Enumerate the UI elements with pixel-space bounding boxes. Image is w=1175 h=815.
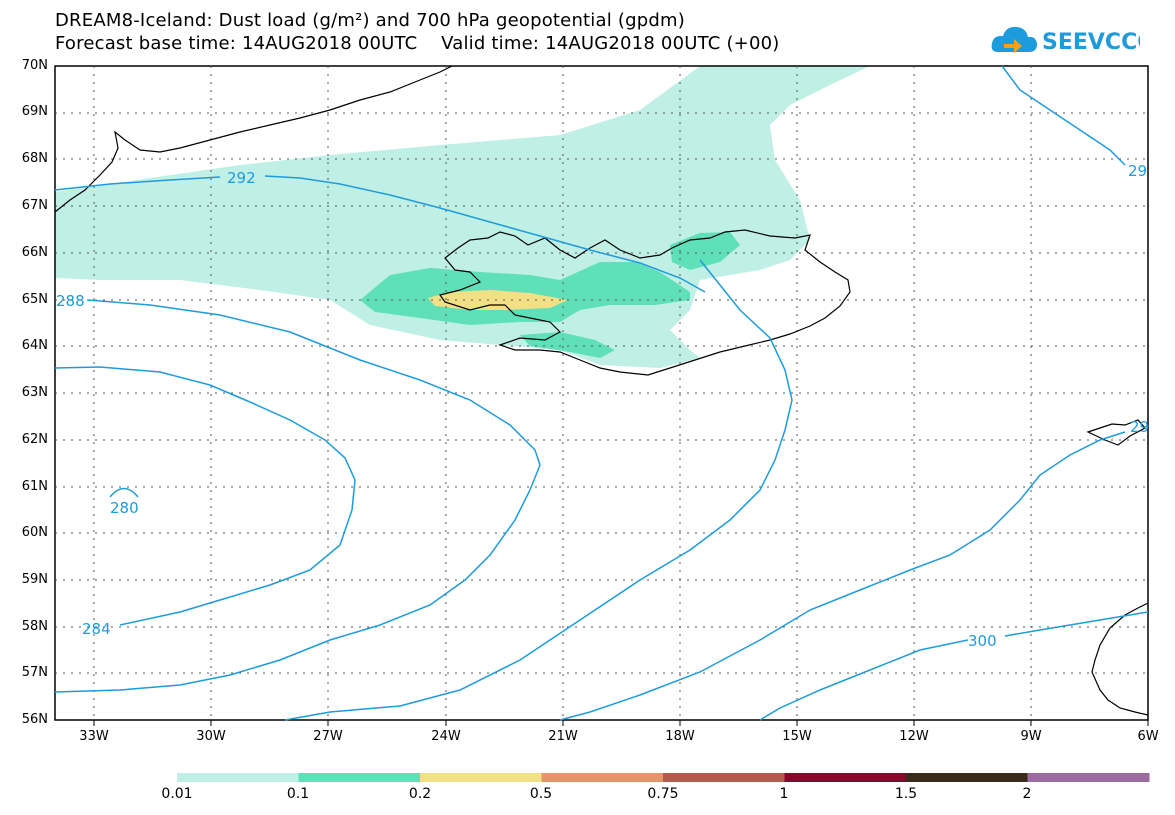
lat-label: 63N (21, 385, 48, 400)
colorbar-swatch (541, 773, 664, 782)
lat-label: 62N (21, 432, 48, 447)
colorbar-label: 0.2 (408, 786, 432, 802)
lon-label: 30W (196, 729, 226, 744)
lon-label: 18W (665, 729, 695, 744)
lon-label: 21W (548, 729, 578, 744)
colorbar-swatch (663, 773, 785, 782)
contour-label-288: 288 (56, 292, 85, 310)
contour-top-right (1001, 65, 1126, 166)
lat-label: 70N (21, 58, 48, 73)
contour-labels: 292 288 284 280 300 29 29 (56, 162, 1149, 650)
contour-292 (54, 175, 706, 293)
map-title-line-2: Forecast base time: 14AUG2018 00UTC Vali… (55, 33, 780, 54)
colorbar-label: 0.5 (529, 786, 553, 802)
coastlines (54, 65, 1149, 716)
contour-label-300: 300 (968, 632, 997, 650)
lon-label: 9W (1020, 729, 1042, 744)
lat-label: 66N (21, 245, 48, 260)
cloud-logo-icon: SEEVCCC (991, 26, 1153, 55)
iceland-coastline (438, 229, 851, 376)
colorbar-swatch (784, 773, 907, 782)
lat-label: 60N (21, 525, 48, 540)
colorbar-swatch (906, 773, 1028, 782)
colorbar-label: 0.75 (647, 786, 679, 802)
lon-label: 15W (782, 729, 812, 744)
svg-text:SEEVCCC: SEEVCCC (1042, 30, 1140, 55)
contour-label-292: 292 (227, 169, 256, 187)
colorbar-swatch (1027, 773, 1150, 782)
colorbar-swatch (177, 773, 299, 782)
dust-load-shading (55, 66, 870, 368)
lat-label: 56N (21, 712, 48, 727)
lon-label: 24W (431, 729, 461, 744)
map-title-line-1: DREAM8-Iceland: Dust load (g/m²) and 700… (55, 10, 685, 31)
dust-region-high (428, 290, 568, 310)
seevccc-logo: SEEVCCC (990, 18, 1153, 60)
colorbar-swatch (298, 773, 421, 782)
colorbar-swatch (420, 773, 542, 782)
lat-label: 67N (21, 198, 48, 213)
graticule (55, 66, 1148, 720)
contour-label-284: 284 (82, 620, 111, 638)
colorbar (177, 773, 1150, 782)
greenland-coastline (54, 65, 453, 213)
colorbar-label: 1.5 (894, 786, 918, 802)
contour-label-29-right: 29 (1130, 418, 1149, 436)
contour-284 (54, 366, 356, 626)
contour-label-29-top: 29 (1128, 162, 1147, 180)
axis-ticks (93, 720, 1149, 726)
faroe-coastline (1086, 419, 1146, 446)
contour-304 (759, 611, 1149, 721)
lat-label: 68N (21, 151, 48, 166)
contour-296 (284, 259, 793, 721)
lat-label: 58N (21, 619, 48, 634)
lat-label: 69N (21, 104, 48, 119)
colorbar-label: 2 (1022, 786, 1032, 802)
colorbar-label: 0.01 (161, 786, 193, 802)
colorbar-label: 0.1 (286, 786, 310, 802)
contour-288 (54, 299, 541, 693)
lat-label: 64N (21, 338, 48, 353)
lat-label: 61N (21, 479, 48, 494)
lat-label: 65N (21, 292, 48, 307)
contour-label-280: 280 (110, 499, 139, 517)
dust-region-mid-south (520, 332, 615, 358)
lat-label: 57N (21, 665, 48, 680)
contour-300 (559, 431, 1126, 721)
lon-label: 27W (313, 729, 343, 744)
scotland-coastline (1091, 602, 1149, 716)
lon-label: 12W (899, 729, 929, 744)
colorbar-label: 1 (779, 786, 789, 802)
lon-label: 6W (1137, 729, 1159, 744)
lat-label: 59N (21, 572, 48, 587)
contour-280 (109, 487, 139, 498)
lon-label: 33W (79, 729, 109, 744)
geopotential-contours (54, 65, 1149, 721)
